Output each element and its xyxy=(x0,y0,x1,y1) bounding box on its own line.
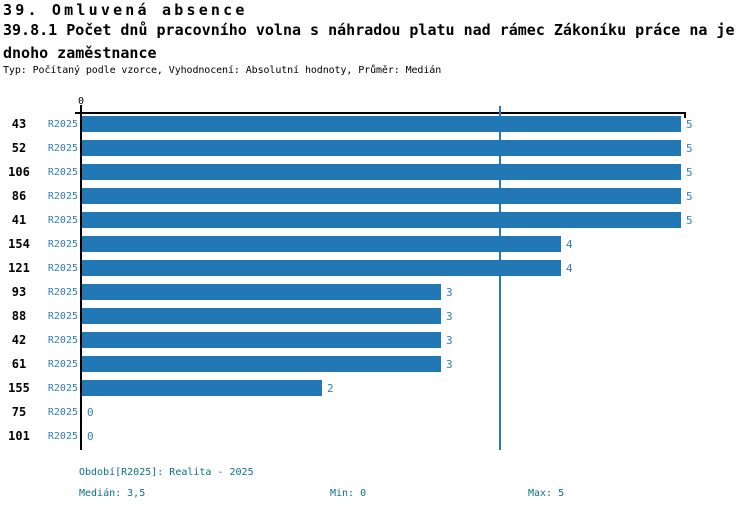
row-series-label: R2025 xyxy=(47,263,78,274)
row-bar xyxy=(82,308,441,324)
chart-row: 61 R2025 3 xyxy=(0,356,750,372)
axis-right-tick xyxy=(684,112,686,118)
row-category-label: 88 xyxy=(11,309,27,323)
chart-row: 43 R2025 5 xyxy=(0,116,750,132)
row-series-label: R2025 xyxy=(47,167,78,178)
row-bar xyxy=(82,140,681,156)
row-value-label: 2 xyxy=(327,382,334,395)
row-series-label: R2025 xyxy=(47,311,78,322)
row-series-label: R2025 xyxy=(47,383,78,394)
chart-row: 86 R2025 5 xyxy=(0,188,750,204)
row-value-label: 5 xyxy=(686,214,693,227)
axis-top-line xyxy=(75,112,685,114)
row-category-label: 101 xyxy=(8,429,30,443)
row-bar xyxy=(82,380,322,396)
chart-row: 155 R2025 2 xyxy=(0,380,750,396)
row-series-label: R2025 xyxy=(47,431,78,442)
row-value-label: 3 xyxy=(446,334,453,347)
row-category-label: 41 xyxy=(11,213,27,227)
row-value-label: 5 xyxy=(686,118,693,131)
row-bar xyxy=(82,164,681,180)
row-bar xyxy=(82,212,681,228)
chart-row: 41 R2025 5 xyxy=(0,212,750,228)
row-bar xyxy=(82,236,561,252)
row-value-label: 3 xyxy=(446,358,453,371)
row-series-label: R2025 xyxy=(47,407,78,418)
row-bar xyxy=(82,188,681,204)
min-summary-label: Min: 0 xyxy=(330,488,367,499)
median-reference-line xyxy=(499,106,501,450)
row-category-label: 61 xyxy=(11,357,27,371)
chart-row: 154 R2025 4 xyxy=(0,236,750,252)
row-category-label: 154 xyxy=(8,237,30,251)
indicator-subtitle-line1: 39.8.1 Počet dnů pracovního volna s náhr… xyxy=(3,21,735,39)
row-series-label: R2025 xyxy=(47,119,78,130)
chart-row: 42 R2025 3 xyxy=(0,332,750,348)
chart-row: 75 R2025 0 xyxy=(0,404,750,420)
row-series-label: R2025 xyxy=(47,215,78,226)
row-bar xyxy=(82,116,681,132)
chart-row: 121 R2025 4 xyxy=(0,260,750,276)
row-series-label: R2025 xyxy=(47,239,78,250)
row-value-label: 0 xyxy=(87,430,94,443)
median-summary-label: Medián: 3,5 xyxy=(79,488,146,499)
row-bar xyxy=(82,332,441,348)
page-title: 39. Omluvená absence xyxy=(3,1,248,19)
chart-row: 52 R2025 5 xyxy=(0,140,750,156)
row-value-label: 0 xyxy=(87,406,94,419)
chart-row: 88 R2025 3 xyxy=(0,308,750,324)
period-legend-label: Období[R2025]: Realita - 2025 xyxy=(79,467,254,478)
row-series-label: R2025 xyxy=(47,287,78,298)
row-category-label: 86 xyxy=(11,189,27,203)
row-category-label: 52 xyxy=(11,141,27,155)
row-category-label: 121 xyxy=(8,261,30,275)
chart-row: 93 R2025 3 xyxy=(0,284,750,300)
row-series-label: R2025 xyxy=(47,191,78,202)
row-bar xyxy=(82,356,441,372)
row-category-label: 93 xyxy=(11,285,27,299)
row-category-label: 42 xyxy=(11,333,27,347)
row-value-label: 5 xyxy=(686,166,693,179)
row-bar xyxy=(82,284,441,300)
chart-row: 106 R2025 5 xyxy=(0,164,750,180)
row-value-label: 4 xyxy=(566,238,573,251)
row-category-label: 106 xyxy=(8,165,30,179)
row-value-label: 5 xyxy=(686,190,693,203)
row-bar xyxy=(82,260,561,276)
row-value-label: 5 xyxy=(686,142,693,155)
row-series-label: R2025 xyxy=(47,143,78,154)
row-value-label: 3 xyxy=(446,310,453,323)
row-category-label: 75 xyxy=(11,405,27,419)
row-value-label: 3 xyxy=(446,286,453,299)
row-category-label: 43 xyxy=(11,117,27,131)
row-series-label: R2025 xyxy=(47,359,78,370)
row-series-label: R2025 xyxy=(47,335,78,346)
axis-vertical-line xyxy=(80,105,82,450)
max-summary-label: Max: 5 xyxy=(528,488,565,499)
row-value-label: 4 xyxy=(566,262,573,275)
axis-zero-tick-label: 0 xyxy=(77,96,85,107)
row-category-label: 155 xyxy=(8,381,30,395)
indicator-meta-line: Typ: Počítaný podle vzorce, Vyhodnocení:… xyxy=(3,65,442,76)
indicator-subtitle-line2: dnoho zaměstnance xyxy=(3,44,157,62)
chart-row: 101 R2025 0 xyxy=(0,428,750,444)
